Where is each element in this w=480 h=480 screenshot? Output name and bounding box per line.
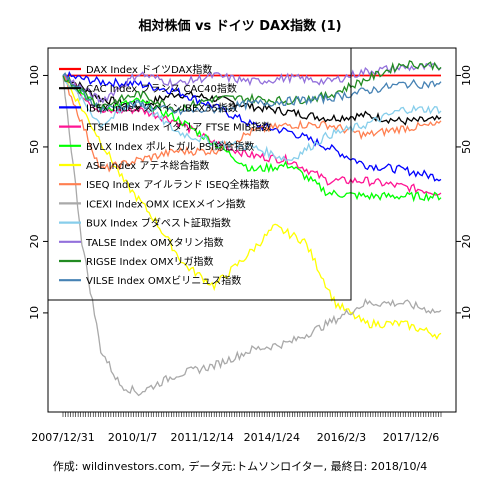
x-tick-label: 2011/12/14	[170, 431, 233, 444]
y-tick-label-left: 50	[28, 140, 41, 154]
legend-label: BVLX Index ポルトガル PSI総合指数	[86, 140, 254, 153]
y-tick-label-left: 20	[28, 234, 41, 248]
x-tick-label: 2014/1/24	[244, 431, 300, 444]
chart-footer: 作成: wildinvestors.com, データ元:トムソンロイター, 最終…	[53, 459, 427, 473]
series-line	[62, 75, 442, 203]
axes-layer: 10 10 20 20 50 50 100 100 2007/12/31 2010/1/7 2011…	[28, 65, 473, 444]
series-line	[62, 75, 442, 340]
legend-label: TALSE Index OMXタリン指数	[85, 236, 224, 249]
series-line	[62, 72, 442, 116]
legend-label: ASE Index アテネ総合指数	[86, 159, 209, 172]
series-line	[62, 75, 442, 397]
x-tick-label: 2016/2/3	[317, 431, 366, 444]
series-layer	[62, 60, 442, 397]
y-tick-label-right: 50	[460, 140, 473, 154]
series-line	[62, 75, 442, 173]
legend-label: FTSEMIB Index イタリア FTSE MIB指数	[86, 121, 271, 134]
y-tick-label-left: 10	[28, 306, 41, 320]
y-tick-label-right: 100	[460, 65, 473, 86]
legend: DAX Index ドイツDAX指数 CAC Index フランス CAC40指数…	[47, 47, 352, 301]
legend-label: ISEQ Index アイルランド ISEQ全株指数	[86, 178, 270, 191]
legend-label: IBEX Index スペインIBEX35指数	[86, 101, 238, 114]
series-line	[62, 70, 442, 182]
legend-label: CAC Index フランス CAC40指数	[86, 82, 237, 95]
series-line	[62, 75, 442, 162]
legend-label: BUX Index ブダペスト証取指数	[86, 217, 231, 230]
y-tick-label-right: 20	[460, 234, 473, 248]
x-tick-label: 2010/1/7	[108, 431, 157, 444]
x-tick-label: 2017/12/6	[383, 431, 439, 444]
y-tick-label-right: 10	[460, 306, 473, 320]
legend-label: VILSE Index OMXビリニュス指数	[86, 274, 241, 287]
legend-label: ICEXI Index OMX ICEXメイン指数	[86, 197, 246, 210]
legend-label: DAX Index ドイツDAX指数	[86, 63, 212, 76]
y-tick-label-left: 100	[28, 65, 41, 86]
legend-frame	[47, 47, 352, 301]
x-tick-label: 2007/12/31	[31, 431, 94, 444]
chart-title: 相対株価 vs ドイツ DAX指数 (1)	[138, 18, 341, 34]
legend-label: RIGSE Index OMXリガ指数	[86, 255, 214, 268]
series-line	[62, 60, 442, 114]
